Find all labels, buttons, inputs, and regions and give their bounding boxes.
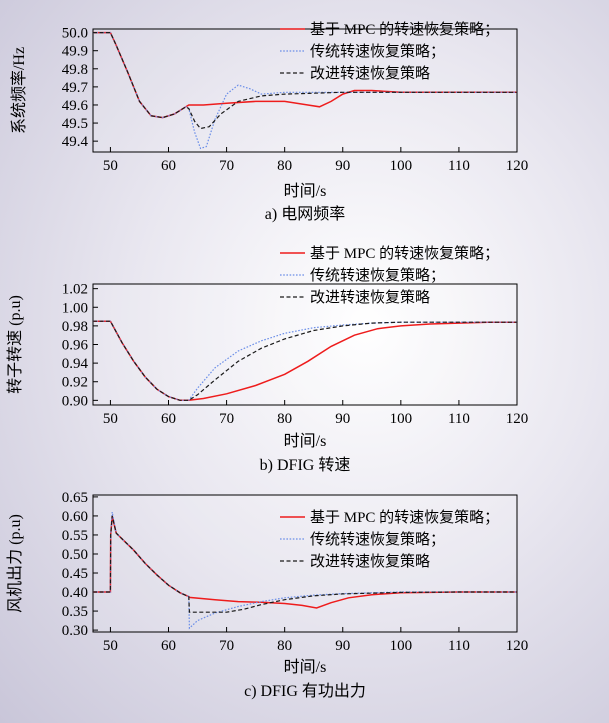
x-axis-title: 时间/s <box>284 432 327 450</box>
x-axis-title: 时间/s <box>284 658 327 676</box>
plot-frame <box>92 28 518 153</box>
series-line-improved <box>93 515 517 613</box>
x-tick-label: 70 <box>219 638 234 654</box>
legend-label-mpc: 基于 MPC 的转速恢复策略； <box>310 508 499 526</box>
y-axis-title: 风机出力 (p.u) <box>6 514 24 613</box>
legend-label-traditional: 传统转速恢复策略； <box>310 530 445 548</box>
y-tick-label: 0.40 <box>62 585 88 601</box>
x-tick-label: 110 <box>448 411 470 427</box>
y-tick-label: 0.55 <box>62 528 88 544</box>
x-tick-label: 90 <box>335 638 350 654</box>
x-axis-title: 时间/s <box>284 182 327 200</box>
legend-label-improved: 改进转速恢复策略 <box>310 64 430 82</box>
y-tick-label: 0.30 <box>62 623 88 639</box>
y-tick-label: 50.0 <box>62 26 88 42</box>
x-tick-label: 60 <box>161 411 176 427</box>
x-tick-label: 90 <box>335 158 350 174</box>
legend-label-mpc: 基于 MPC 的转速恢复策略； <box>310 20 499 38</box>
plot-frame <box>92 283 518 406</box>
y-tick-label: 1.00 <box>62 300 88 316</box>
x-tick-label: 110 <box>448 158 470 174</box>
y-tick-label: 0.50 <box>62 547 88 563</box>
x-tick-label: 60 <box>161 638 176 654</box>
y-tick-label: 0.35 <box>62 604 88 620</box>
y-tick-label: 49.9 <box>62 44 88 60</box>
panel-caption: b) DFIG 转速 <box>260 456 351 474</box>
y-tick-label: 1.02 <box>62 282 88 298</box>
y-tick-label: 49.7 <box>62 80 89 96</box>
panel-caption: c) DFIG 有功出力 <box>244 682 366 700</box>
chart-panel-1: 50 60 70 80 90 100 110 120 49.4 49.5 49.6 49.7 49.8 4… <box>10 20 528 223</box>
y-tick-label: 49.4 <box>62 134 89 150</box>
x-tick-label: 120 <box>506 638 529 654</box>
x-tick-label: 110 <box>448 638 470 654</box>
y-tick-label: 0.60 <box>62 509 88 525</box>
x-tick-label: 60 <box>161 158 176 174</box>
y-tick-label: 49.6 <box>62 98 89 114</box>
y-tick-label: 0.94 <box>62 356 89 372</box>
x-tick-label: 80 <box>277 638 292 654</box>
x-tick-label: 120 <box>506 411 529 427</box>
x-tick-label: 100 <box>390 638 413 654</box>
x-tick-label: 50 <box>103 411 118 427</box>
y-tick-label: 0.98 <box>62 319 88 335</box>
legend-label-improved: 改进转速恢复策略 <box>310 288 430 306</box>
legend-label-improved: 改进转速恢复策略 <box>310 552 430 570</box>
x-tick-label: 80 <box>277 411 292 427</box>
chart-panel-3: 50 60 70 80 90 100 110 120 0.30 0.35 0.40 0.45 0.50 0… <box>6 490 528 700</box>
x-tick-label: 120 <box>506 158 529 174</box>
x-tick-label: 50 <box>103 158 118 174</box>
y-tick-label: 0.96 <box>62 338 89 354</box>
legend-label-traditional: 传统转速恢复策略； <box>310 42 445 60</box>
y-tick-label: 49.5 <box>62 116 88 132</box>
x-tick-label: 90 <box>335 411 350 427</box>
y-axis-title: 系统频率/Hz <box>10 47 28 134</box>
series-line-traditional <box>93 31 517 150</box>
x-tick-label: 80 <box>277 158 292 174</box>
x-tick-label: 50 <box>103 638 118 654</box>
plot-frame <box>92 494 518 633</box>
legend-label-mpc: 基于 MPC 的转速恢复策略； <box>310 244 499 262</box>
series-line-improved <box>93 31 517 130</box>
y-tick-label: 0.90 <box>62 393 88 409</box>
x-tick-label: 70 <box>219 411 234 427</box>
x-tick-label: 70 <box>219 158 234 174</box>
legend-label-traditional: 传统转速恢复策略； <box>310 266 445 284</box>
y-tick-label: 0.65 <box>62 490 88 506</box>
series-line-improved <box>93 320 517 401</box>
y-tick-label: 0.45 <box>62 566 88 582</box>
y-tick-label: 49.8 <box>62 62 88 78</box>
chart-panel-2: 50 60 70 80 90 100 110 120 0.90 0.92 0.94 0.96 0.98 1… <box>6 244 528 474</box>
y-tick-label: 0.92 <box>62 375 88 391</box>
y-axis-title: 转子转速 (p.u) <box>6 295 24 394</box>
panel-caption: a) 电网频率 <box>265 205 345 223</box>
x-tick-label: 100 <box>390 158 413 174</box>
x-tick-label: 100 <box>390 411 413 427</box>
